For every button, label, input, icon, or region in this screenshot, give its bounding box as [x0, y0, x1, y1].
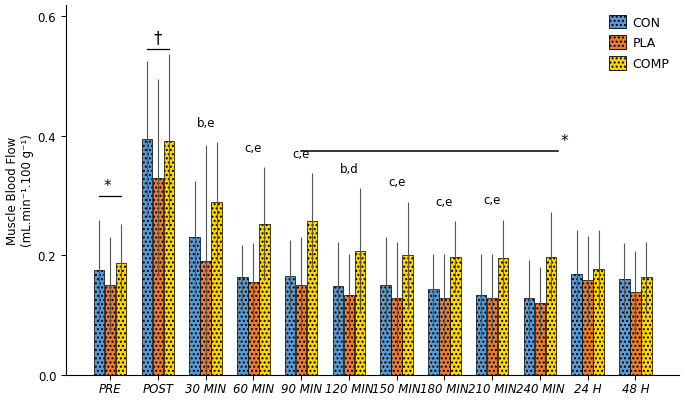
- Bar: [487, 299, 497, 375]
- Text: b,d: b,d: [340, 162, 358, 175]
- Bar: [582, 281, 593, 375]
- Bar: [498, 259, 508, 375]
- Text: *: *: [560, 134, 568, 148]
- Bar: [116, 263, 127, 375]
- Text: †: †: [153, 29, 162, 47]
- Bar: [142, 140, 152, 375]
- Bar: [476, 296, 486, 375]
- Text: b,e: b,e: [197, 116, 215, 130]
- Bar: [259, 224, 270, 375]
- Bar: [248, 283, 259, 375]
- Bar: [237, 278, 248, 375]
- Text: c,e: c,e: [292, 148, 310, 160]
- Bar: [402, 256, 413, 375]
- Bar: [212, 202, 222, 375]
- Bar: [391, 299, 402, 375]
- Bar: [94, 271, 104, 375]
- Y-axis label: Muscle Blood Flow
(mL.min⁻¹.100 g⁻¹): Muscle Blood Flow (mL.min⁻¹.100 g⁻¹): [5, 134, 34, 247]
- Bar: [190, 238, 200, 375]
- Text: c,e: c,e: [388, 176, 406, 189]
- Bar: [523, 299, 534, 375]
- Bar: [333, 287, 343, 375]
- Bar: [296, 286, 306, 375]
- Bar: [285, 277, 295, 375]
- Bar: [153, 178, 163, 375]
- Bar: [307, 221, 317, 375]
- Bar: [355, 251, 365, 375]
- Bar: [164, 142, 174, 375]
- Bar: [344, 296, 354, 375]
- Bar: [534, 304, 545, 375]
- Bar: [641, 278, 651, 375]
- Bar: [619, 279, 630, 375]
- Bar: [428, 290, 438, 375]
- Bar: [545, 257, 556, 375]
- Bar: [380, 286, 391, 375]
- Text: c,e: c,e: [484, 194, 501, 207]
- Bar: [439, 299, 449, 375]
- Text: c,e: c,e: [436, 195, 453, 208]
- Bar: [593, 269, 603, 375]
- Bar: [105, 286, 116, 375]
- Bar: [630, 293, 640, 375]
- Text: *: *: [104, 178, 112, 193]
- Bar: [571, 275, 582, 375]
- Bar: [201, 262, 211, 375]
- Text: c,e: c,e: [245, 142, 262, 154]
- Legend: CON, PLA, COMP: CON, PLA, COMP: [605, 12, 673, 75]
- Bar: [450, 257, 460, 375]
